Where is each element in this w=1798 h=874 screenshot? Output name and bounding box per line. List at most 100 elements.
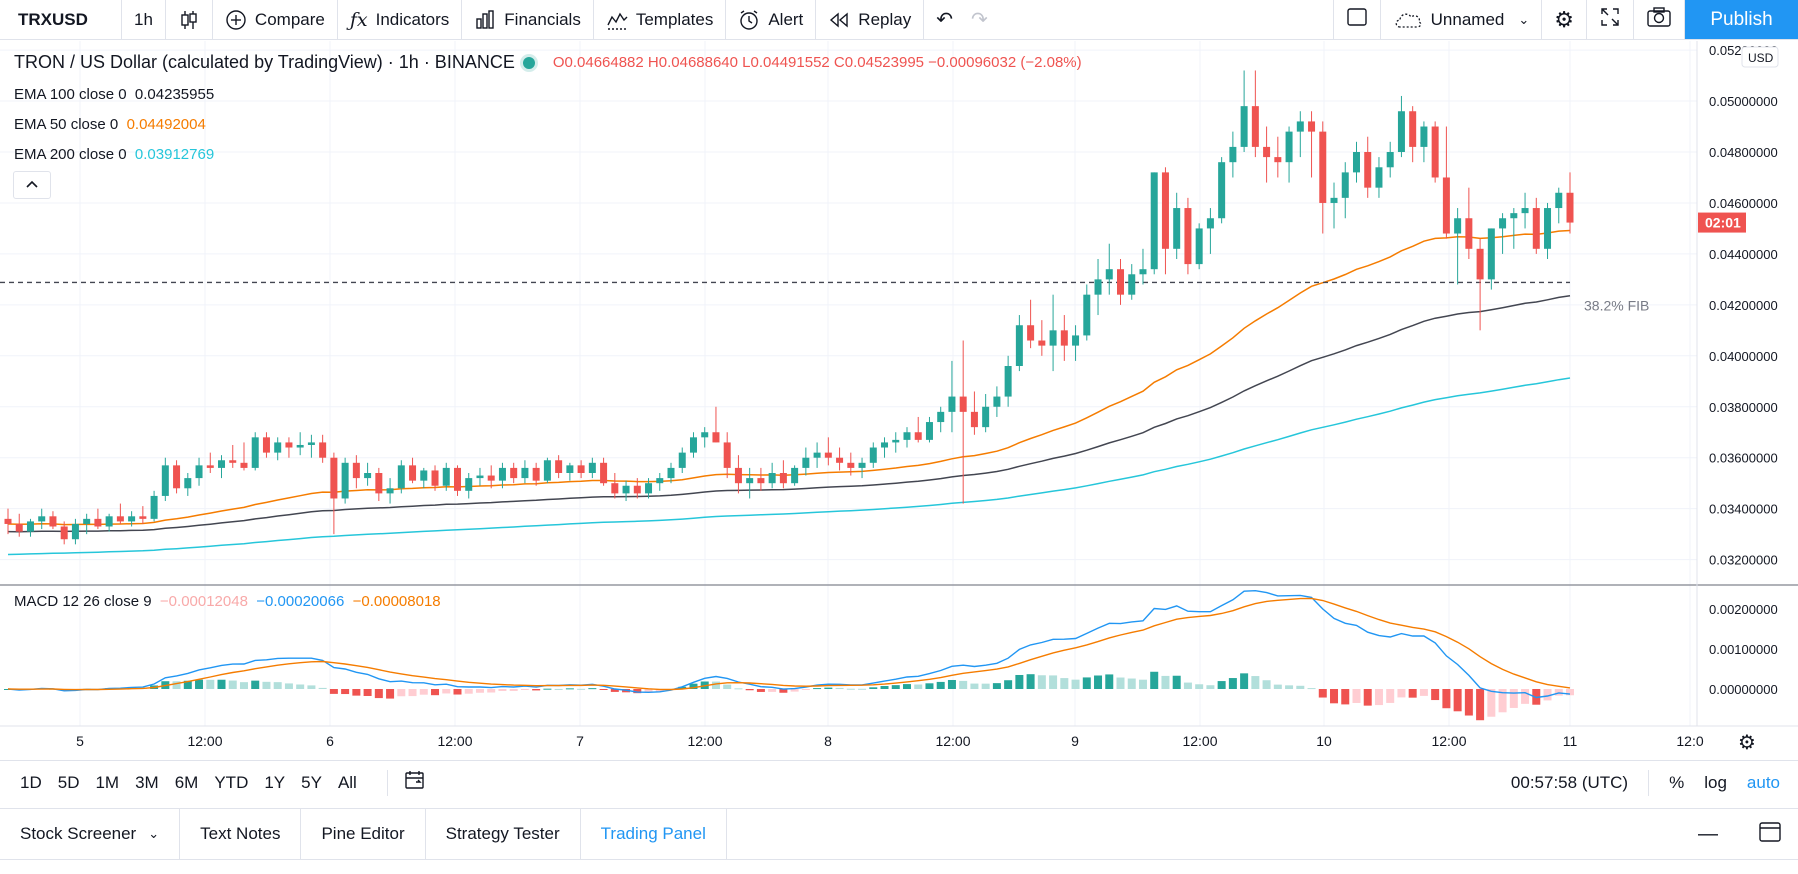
macd-signal-value: −0.00008018 — [352, 593, 441, 610]
candle-body — [1274, 157, 1282, 163]
candle-body — [1229, 146, 1237, 163]
range-5d[interactable]: 5D — [57, 772, 80, 792]
candle-body — [757, 478, 765, 484]
top-toolbar: TRXUSD 1h Compare ƒx Indicators Financia… — [0, 0, 1798, 40]
percent-scale-toggle[interactable]: % — [1669, 773, 1685, 792]
tab-strategy-tester[interactable]: Strategy Tester — [426, 808, 581, 860]
range-all[interactable]: All — [337, 772, 357, 792]
candle-body — [262, 437, 270, 453]
macd-histogram-bar — [790, 689, 799, 692]
templates-button[interactable]: Templates — [594, 0, 727, 39]
compare-button[interactable]: Compare — [213, 0, 338, 39]
interval-button[interactable]: 1h — [122, 0, 166, 39]
rewind-icon — [828, 9, 850, 31]
candle-body — [352, 462, 360, 479]
macd-histogram-bar — [1004, 680, 1013, 689]
axis-settings-icon[interactable]: ⚙ — [1738, 732, 1756, 754]
macd-histogram-bar — [1049, 675, 1058, 689]
macd-histogram-bar — [1431, 689, 1440, 701]
ema-100-line — [7, 294, 1571, 533]
macd-histogram-bar — [1015, 674, 1024, 689]
tab-pine-editor-label: Pine Editor — [321, 824, 405, 843]
snapshot-button[interactable] — [1634, 0, 1685, 39]
price-axis-label: 0.04600000 — [1709, 196, 1778, 211]
tab-stock-screener[interactable]: Stock Screener ⌄ — [0, 808, 181, 860]
range-1y[interactable]: 1Y — [264, 772, 286, 792]
price-chart[interactable]: 38.2% FIB0.052000000.050000000.048000000… — [0, 41, 1798, 758]
candle-body — [600, 462, 608, 484]
candle-body — [746, 478, 754, 484]
symbol-title[interactable]: TRON / US Dollar (calculated by TradingV… — [14, 52, 515, 72]
maximize-panel-icon[interactable] — [1758, 821, 1782, 848]
ema-50-legend[interactable]: EMA 50 close 0 0.04492004 — [14, 116, 206, 133]
macd-histogram-bar — [655, 689, 664, 692]
macd-histogram-bar — [296, 684, 305, 689]
time-axis-label: 11 — [1563, 733, 1578, 749]
candle-body — [240, 462, 248, 468]
macd-histogram-bar — [1172, 675, 1181, 689]
candle-body — [161, 465, 169, 496]
alert-button[interactable]: Alert — [726, 0, 817, 39]
candle-body — [1409, 111, 1417, 147]
range-6m[interactable]: 6M — [174, 772, 199, 792]
tab-strategy-tester-label: Strategy Tester — [445, 824, 560, 843]
replay-button[interactable]: Replay — [816, 0, 925, 39]
macd-histogram-bar — [284, 683, 293, 689]
macd-histogram-bar — [475, 689, 484, 693]
macd-histogram-bar — [318, 687, 327, 689]
macd-histogram-bar — [588, 688, 597, 690]
publish-button[interactable]: Publish — [1685, 0, 1798, 39]
undo-button[interactable]: ↶ ↷ — [924, 0, 1000, 39]
time-axis-label: 5 — [76, 733, 84, 749]
go-to-date-icon[interactable] — [404, 769, 426, 796]
auto-scale-toggle[interactable]: auto — [1746, 773, 1780, 792]
log-scale-toggle[interactable]: log — [1704, 773, 1727, 792]
indicators-button[interactable]: ƒx Indicators — [338, 0, 463, 39]
candle-body — [150, 495, 158, 519]
macd-legend[interactable]: MACD 12 26 close 9 −0.00012048 −0.000200… — [14, 593, 441, 610]
utc-clock[interactable]: 00:57:58 (UTC) — [1510, 773, 1629, 792]
minimize-icon[interactable]: — — [1698, 822, 1718, 845]
candle-body — [1319, 131, 1327, 203]
symbol-search-button[interactable]: TRXUSD — [0, 0, 122, 39]
tab-pine-editor[interactable]: Pine Editor — [301, 808, 426, 860]
range-ytd[interactable]: YTD — [214, 772, 249, 792]
chart-area[interactable]: 38.2% FIB0.052000000.050000000.048000000… — [0, 41, 1798, 758]
macd-histogram-bar — [1296, 685, 1305, 689]
macd-histogram-bar — [386, 689, 395, 699]
time-axis-label: 12:00 — [1431, 733, 1466, 749]
candle-body — [105, 516, 113, 527]
layout-menu-button[interactable]: Unnamed ⌄ — [1381, 0, 1543, 39]
tab-text-notes[interactable]: Text Notes — [180, 808, 302, 860]
candle-body — [1465, 218, 1473, 249]
fullscreen-layout-button[interactable] — [1332, 0, 1381, 39]
currency-badge[interactable] — [1741, 46, 1779, 68]
fullscreen-button[interactable] — [1587, 0, 1634, 39]
candle-body — [173, 465, 181, 489]
settings-button[interactable]: ⚙ — [1542, 0, 1587, 39]
chart-type-button[interactable] — [166, 0, 213, 39]
candle-body — [1510, 213, 1518, 219]
last-price-badge — [1698, 212, 1746, 233]
candle-body — [1150, 172, 1158, 270]
macd-histogram-bar — [374, 689, 383, 699]
collapse-legend-button[interactable] — [13, 171, 51, 199]
financials-button[interactable]: Financials — [462, 0, 594, 39]
financials-label: Financials — [504, 9, 581, 29]
ema-100-legend[interactable]: EMA 100 close 0 0.04235955 — [14, 86, 214, 103]
range-1m[interactable]: 1M — [95, 772, 120, 792]
gear-icon: ⚙ — [1554, 6, 1574, 32]
ema-200-legend[interactable]: EMA 200 close 0 0.03912769 — [14, 146, 214, 163]
candle-body — [881, 442, 889, 448]
range-3m[interactable]: 3M — [135, 772, 159, 792]
candle-body — [274, 442, 282, 453]
macd-histogram-bar — [509, 689, 518, 691]
range-1d[interactable]: 1D — [20, 772, 42, 792]
ema-200-line — [7, 377, 1571, 556]
candle-body — [1454, 218, 1462, 234]
macd-histogram-bar — [880, 686, 889, 689]
tab-trading-panel[interactable]: Trading Panel — [581, 808, 727, 860]
macd-histogram-bar — [1521, 689, 1530, 704]
range-5y[interactable]: 5Y — [301, 772, 322, 792]
candle-body — [229, 460, 237, 463]
